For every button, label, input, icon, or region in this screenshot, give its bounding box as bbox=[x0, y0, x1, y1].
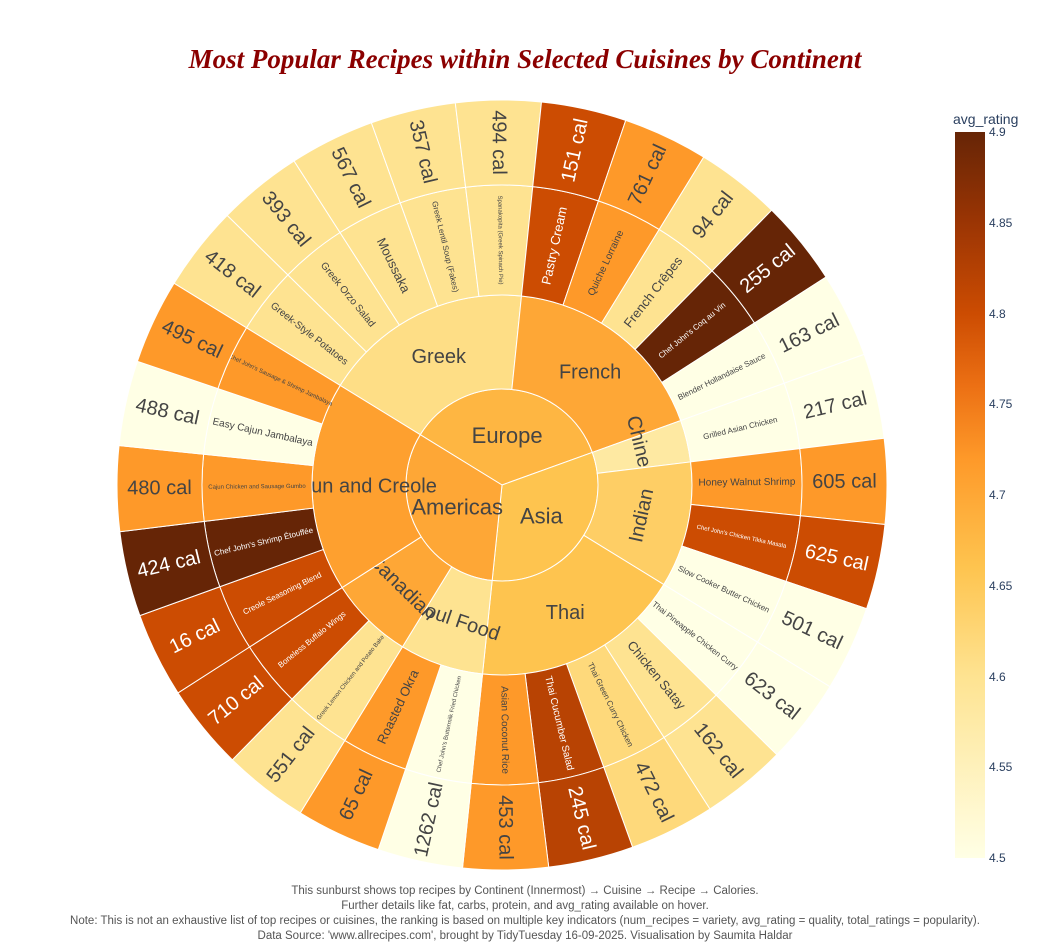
colorbar-tick: 4.5 bbox=[989, 851, 1006, 865]
footer-line: Further details like fat, carbs, protein… bbox=[341, 900, 709, 912]
cuisine-thai-label: Thai bbox=[546, 602, 585, 624]
cuisine-french-label: French bbox=[559, 361, 621, 383]
colorbar-tick: 4.7 bbox=[989, 488, 1006, 502]
colorbar-tick: 4.85 bbox=[989, 215, 1013, 230]
footer-line: Note: This is not an exhaustive list of … bbox=[70, 915, 980, 927]
cuisine-cajun-and-creole-label: Cajun and Creole bbox=[281, 475, 437, 497]
footer-line: This sunburst shows top recipes by Conti… bbox=[291, 885, 759, 897]
recipe-wedge-label: Cajun Chicken and Sausage Gumbo bbox=[208, 484, 306, 491]
continent-asia-label: Asia bbox=[520, 503, 564, 528]
calories-wedge-label: 453 cal bbox=[494, 795, 517, 860]
colorbar-tick: 4.55 bbox=[989, 760, 1013, 775]
colorbar-tick: 4.6 bbox=[989, 669, 1006, 684]
recipe-wedge-label: Spanakopita (Greek Spinach Pie) bbox=[496, 195, 503, 284]
chart-title: Most Popular Recipes within Selected Cui… bbox=[188, 44, 862, 74]
colorbar-tick: 4.8 bbox=[989, 306, 1006, 321]
continent-americas-label: Americas bbox=[411, 495, 503, 520]
continent-europe-label: Europe bbox=[472, 423, 543, 448]
calories-wedge-label: 494 cal bbox=[487, 110, 510, 175]
colorbar-tick: 4.9 bbox=[989, 125, 1006, 139]
recipe-wedge-label: Honey Walnut Shrimp bbox=[698, 477, 795, 489]
calories-wedge-label: 480 cal bbox=[127, 477, 192, 500]
colorbar-tick: 4.75 bbox=[989, 397, 1013, 412]
footer-notes: This sunburst shows top recipes by Conti… bbox=[0, 884, 1050, 944]
colorbar bbox=[955, 132, 985, 858]
colorbar-title: avg_rating bbox=[953, 111, 1019, 127]
recipe-wedge-label: Asian Coconut Rice bbox=[498, 686, 510, 774]
cuisine-greek-label: Greek bbox=[412, 346, 467, 368]
colorbar-tick: 4.65 bbox=[989, 578, 1013, 593]
calories-wedge-label: 605 cal bbox=[812, 470, 877, 493]
calories-wedge[interactable] bbox=[136, 282, 248, 390]
footer-line: Data Source: 'www.allrecipes.com', broug… bbox=[257, 930, 793, 942]
